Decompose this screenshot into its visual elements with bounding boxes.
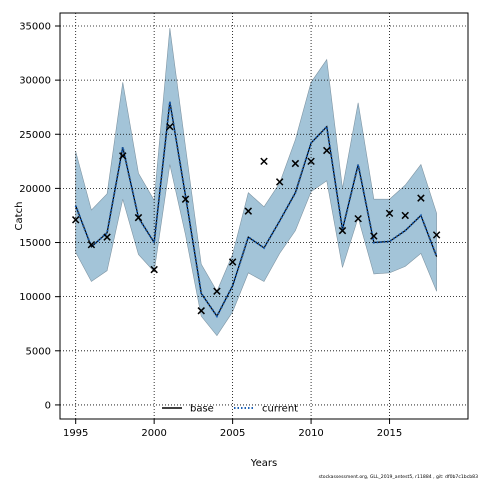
x-tick-label: 2010 [298,428,323,439]
observed-marker [71,216,80,224]
y-tick-label: 5000 [26,346,51,357]
confidence-band-layer [75,28,437,337]
observed-marker [103,233,111,241]
observed-marker [401,211,409,220]
y-tick-label: 0 [45,400,51,411]
observed-marker [244,207,253,215]
observed-marker [307,157,315,166]
y-tick-label: 35000 [19,21,51,32]
observed-marker [354,214,362,223]
x-tick-label: 2005 [220,428,245,439]
y-tick-label: 20000 [19,184,51,195]
series-layer [74,101,438,319]
y-tick-label: 10000 [19,292,51,303]
observed-marker [275,178,284,186]
observed-markers-layer [71,122,441,315]
legend-label-current: current [262,404,298,415]
legend: base current [162,404,298,415]
observed-marker [181,195,190,203]
axis-ticks-layer: 1995 2000 2005 2010 2015 0 5000 10000 15000 20000… [19,21,402,439]
y-axis-title: Catch [14,202,25,231]
y-tick-label: 15000 [19,238,51,249]
observed-marker [87,240,96,249]
y-tick-label: 30000 [19,76,51,87]
observed-marker [119,152,127,160]
observed-marker [323,146,331,155]
observed-marker [260,157,268,166]
observed-marker [166,122,174,131]
x-tick-label: 2000 [141,428,166,439]
confidence-band [75,28,437,337]
footnote: stockassessment.org, GLL_2019_antest5, r… [319,474,479,480]
x-tick-label: 2015 [377,428,402,439]
plot-frame [59,12,469,420]
x-axis-title: Years [250,458,277,469]
x-tick-label: 1995 [63,428,88,439]
grid-layer [60,13,468,419]
observed-marker [370,232,378,240]
series-line-current [74,101,438,319]
observed-marker [385,209,394,218]
observed-marker [338,226,347,235]
observed-marker [134,213,143,222]
observed-marker [417,194,425,202]
legend-label-base: base [190,404,214,415]
observed-marker [213,287,221,295]
observed-marker [291,159,300,168]
observed-marker [150,265,158,274]
observed-marker [432,231,441,239]
y-tick-label: 25000 [19,130,51,141]
observed-marker [197,307,205,315]
observed-marker [228,258,237,266]
